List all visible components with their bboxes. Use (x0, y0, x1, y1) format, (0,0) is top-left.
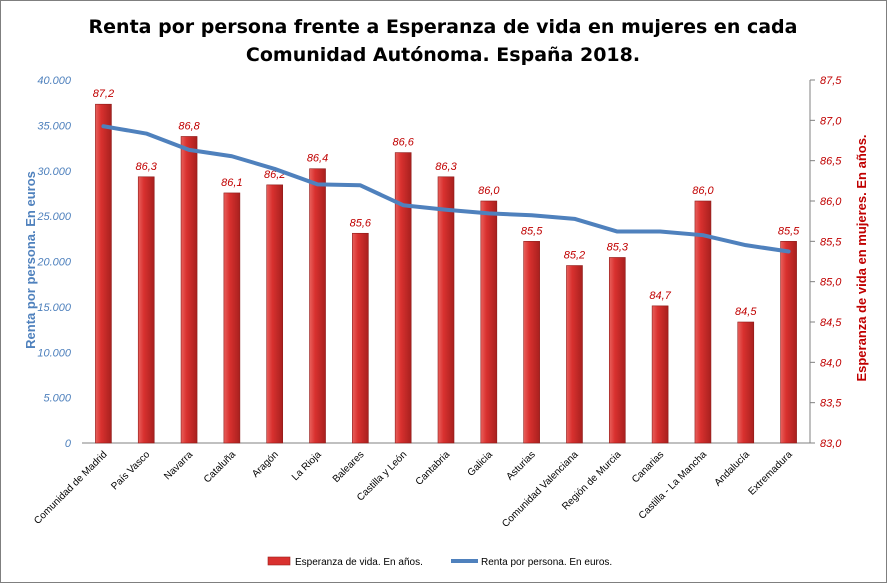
category-label: Galicia (466, 449, 496, 479)
bar (137, 176, 155, 444)
bar (394, 152, 412, 444)
y-left-tick-label: 35.000 (37, 120, 72, 132)
y-right-tick-label: 86,5 (820, 156, 842, 168)
category-label: La Rioja (290, 449, 324, 483)
bar (180, 136, 198, 444)
bar (480, 200, 498, 444)
bar-data-label: 85,2 (564, 250, 585, 262)
bar (223, 192, 241, 444)
legend-bar-swatch (267, 556, 291, 566)
legend-bar-label: Esperanza de vida. En años. (295, 557, 423, 568)
y-left-tick-label: 15.000 (37, 302, 72, 314)
y-left-tick-label: 20.000 (36, 257, 72, 269)
bar-data-label: 87,2 (93, 88, 114, 100)
bar-data-label: 85,5 (521, 225, 543, 237)
chart-title-line1: Renta por persona frente a Esperanza de … (89, 16, 798, 38)
bar-series: 87,286,386,886,186,286,485,686,686,386,0… (93, 88, 800, 444)
y-right-tick-label: 87,0 (820, 115, 842, 127)
bar-data-label: 86,3 (435, 161, 457, 173)
y-axis-left-label: Renta por persona. En euros (23, 171, 38, 349)
y-right-tick-label: 87,5 (820, 75, 842, 87)
bar (266, 184, 284, 444)
y-right-tick-label: 85,5 (820, 236, 842, 248)
bar-data-label: 85,3 (607, 241, 629, 253)
y-right-tick-label: 83,5 (820, 398, 842, 410)
bar-data-label: 85,6 (350, 217, 372, 229)
y-left-tick-label: 0 (65, 438, 72, 450)
bar-data-label: 86,0 (692, 185, 714, 197)
y-right-tick-label: 86,0 (820, 196, 842, 208)
income-line (101, 124, 791, 254)
y-right-tick-label: 84,5 (820, 317, 842, 329)
category-label: Aragón (250, 449, 281, 480)
category-label: Comunidad Valenciana (500, 449, 581, 530)
bar (608, 257, 626, 444)
bar (566, 265, 583, 444)
y-right-tick-label: 84,0 (820, 357, 842, 369)
bar (95, 103, 112, 444)
category-label: Navarra (162, 449, 195, 482)
y-right-tick-label: 83,0 (820, 438, 842, 450)
y-left-tick-label: 10.000 (37, 347, 72, 359)
bar-data-label: 84,5 (735, 306, 757, 318)
category-label: Extremadura (746, 449, 795, 498)
bar-data-label: 86,6 (392, 137, 414, 149)
bar-data-label: 86,0 (478, 185, 500, 197)
y-left-tick-label: 25.000 (36, 211, 72, 223)
bar-data-label: 86,8 (178, 120, 200, 132)
bar (651, 305, 669, 444)
bar-data-label: 85,5 (778, 225, 800, 237)
y-left-tick-label: 40.000 (37, 75, 72, 87)
y-axis-right-label: Esperanza de vida en mujeres. En años. (854, 134, 869, 381)
y-left-tick-label: 30.000 (37, 166, 72, 178)
category-label: Baleares (331, 449, 367, 485)
category-label: Comunidad de Madrid (32, 449, 109, 526)
axes: 0 5.000 10.000 15.000 20.000 25.000 30.000 35.0… (36, 75, 842, 450)
bar (694, 200, 712, 444)
bar (737, 321, 755, 444)
category-label: País Vasco (109, 449, 152, 492)
category-label: Asturias (504, 449, 537, 482)
category-label: Cataluña (202, 449, 238, 485)
y-left-tick-label: 5.000 (43, 393, 71, 405)
category-label: Andalucía (713, 449, 753, 489)
legend-line-label: Renta por persona. En euros. (481, 557, 612, 568)
bar-data-label: 84,7 (649, 290, 671, 302)
bar (437, 176, 455, 444)
category-labels: Comunidad de Madrid País Vasco Navarra Cata… (32, 449, 795, 530)
bar (523, 241, 540, 444)
bar-data-label: 86,1 (221, 177, 242, 189)
bar-data-label: 86,4 (307, 153, 328, 165)
legend: Esperanza de vida. En años. Renta por pe… (267, 556, 612, 568)
category-label: Canarias (630, 449, 666, 485)
bar (352, 232, 369, 444)
category-label: Cantabria (414, 449, 453, 488)
y-right-tick-label: 85,0 (820, 277, 842, 289)
bar (309, 168, 326, 444)
chart-title-line2: Comunidad Autónoma. España 2018. (246, 44, 640, 66)
bar (780, 241, 797, 444)
line-series (101, 124, 791, 254)
bar-data-label: 86,3 (136, 161, 158, 173)
